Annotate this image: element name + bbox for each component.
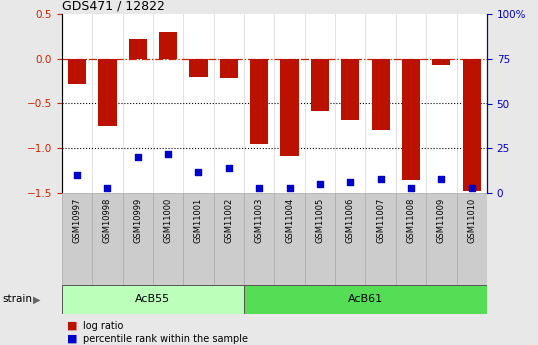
Bar	[92, 193, 123, 285]
Text: GSM11007: GSM11007	[376, 198, 385, 243]
Text: GSM11003: GSM11003	[254, 198, 264, 243]
Text: GSM10998: GSM10998	[103, 198, 112, 243]
Bar	[311, 59, 329, 111]
Point	[133, 155, 142, 160]
Point	[194, 169, 203, 175]
Text: log ratio: log ratio	[83, 321, 124, 331]
Point	[285, 185, 294, 190]
Bar	[62, 285, 244, 314]
Text: GSM10999: GSM10999	[133, 198, 142, 243]
Text: AcB61: AcB61	[348, 294, 383, 304]
Bar	[123, 193, 153, 285]
Bar	[365, 193, 396, 285]
Bar	[463, 59, 481, 191]
Bar	[402, 59, 420, 180]
Text: GSM11001: GSM11001	[194, 198, 203, 243]
Bar	[274, 193, 305, 285]
Bar	[372, 59, 390, 130]
Text: GSM11005: GSM11005	[315, 198, 324, 243]
Bar	[457, 193, 487, 285]
Point	[224, 165, 233, 171]
Text: GDS471 / 12822: GDS471 / 12822	[62, 0, 165, 12]
Bar	[305, 193, 335, 285]
Text: ■: ■	[67, 334, 78, 344]
Bar	[129, 39, 147, 59]
Text: percentile rank within the sample: percentile rank within the sample	[83, 334, 249, 344]
Text: strain: strain	[3, 294, 33, 304]
Bar	[153, 193, 183, 285]
Bar	[244, 285, 487, 314]
Bar	[62, 193, 92, 285]
Text: GSM11006: GSM11006	[346, 198, 355, 243]
Bar	[220, 59, 238, 78]
Text: GSM11010: GSM11010	[467, 198, 476, 243]
Bar	[432, 59, 450, 65]
Text: GSM11000: GSM11000	[164, 198, 173, 243]
Point	[103, 185, 112, 190]
Bar	[396, 193, 426, 285]
Bar	[335, 193, 365, 285]
Bar	[244, 193, 274, 285]
Bar	[426, 193, 457, 285]
Point	[73, 172, 81, 178]
Point	[346, 180, 355, 185]
Bar	[183, 193, 214, 285]
Text: GSM10997: GSM10997	[73, 198, 82, 243]
Bar	[68, 59, 86, 84]
Point	[316, 181, 324, 187]
Point	[468, 185, 476, 190]
Bar	[250, 59, 268, 144]
Bar	[214, 193, 244, 285]
Bar	[98, 59, 117, 126]
Point	[437, 176, 445, 181]
Bar	[341, 59, 359, 120]
Text: GSM11009: GSM11009	[437, 198, 446, 243]
Point	[164, 151, 172, 157]
Point	[255, 185, 264, 190]
Point	[407, 185, 415, 190]
Text: GSM11008: GSM11008	[407, 198, 415, 243]
Point	[376, 176, 385, 181]
Bar	[280, 59, 299, 156]
Text: ▶: ▶	[33, 294, 41, 304]
Text: ■: ■	[67, 321, 78, 331]
Text: GSM11002: GSM11002	[224, 198, 233, 243]
Bar	[189, 59, 208, 77]
Bar	[159, 32, 177, 59]
Text: AcB55: AcB55	[136, 294, 171, 304]
Text: GSM11004: GSM11004	[285, 198, 294, 243]
